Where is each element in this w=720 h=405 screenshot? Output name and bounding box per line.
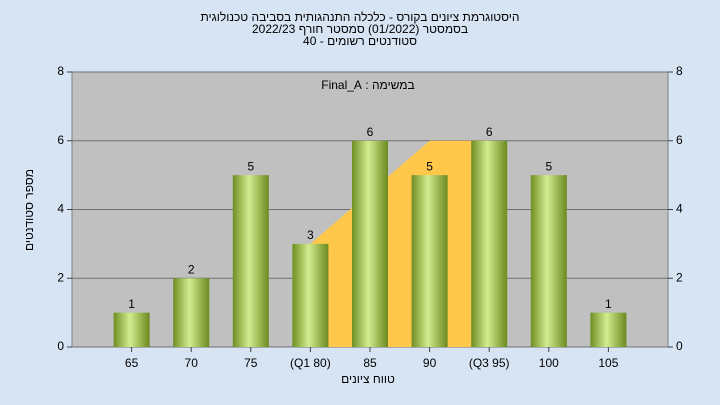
y-tick-label: 4: [57, 202, 64, 216]
bar: [173, 278, 210, 347]
x-tick-label: (Q3 95): [469, 356, 510, 370]
x-tick-label: 100: [539, 356, 559, 370]
bar: [232, 175, 269, 347]
value-label: 1: [605, 297, 612, 311]
y-tick-label: 6: [57, 133, 64, 147]
annotation: במשימה : Final_A: [321, 78, 414, 92]
y-tick-label: 2: [57, 270, 64, 284]
chart-subtitle: בסמסטר (01/2022) סמסטר חורף 2022/23: [252, 22, 468, 36]
y-tick-label: 0: [57, 339, 64, 353]
bar: [471, 140, 508, 347]
value-label: 2: [188, 262, 195, 276]
chart-title: היסטוגרמת ציונים בקורס - כלכלה התנהגותית…: [201, 10, 520, 24]
bar: [411, 175, 448, 347]
y2-tick-label: 0: [676, 339, 683, 353]
bar: [590, 312, 627, 347]
value-label: 6: [486, 125, 493, 139]
bar: [352, 140, 388, 347]
bar: [113, 312, 150, 347]
value-label: 5: [247, 159, 254, 173]
x-tick-label: 90: [423, 356, 437, 370]
x-tick-label: (Q1 80): [290, 356, 331, 370]
y2-tick-label: 2: [676, 270, 683, 284]
value-label: 6: [367, 125, 374, 139]
value-label: 5: [426, 159, 433, 173]
y2-tick-label: 6: [676, 133, 683, 147]
y2-tick-label: 4: [676, 202, 683, 216]
y2-tick-label: 8: [676, 64, 683, 78]
x-tick-label: 85: [363, 356, 377, 370]
value-label: 1: [128, 297, 135, 311]
x-axis-label: טווח ציונים: [341, 372, 395, 386]
bar: [530, 175, 567, 347]
bar: [292, 243, 329, 347]
y-tick-label: 8: [57, 64, 64, 78]
x-tick-label: 105: [598, 356, 618, 370]
x-tick-label: 75: [244, 356, 258, 370]
x-tick-label: 70: [185, 356, 199, 370]
value-label: 5: [545, 159, 552, 173]
value-label: 3: [307, 228, 314, 242]
x-tick-label: 65: [125, 356, 139, 370]
chart-subtitle: סטודנטים רשומים - 40: [303, 34, 417, 48]
y-axis-label: מספר סטודנטים: [22, 169, 36, 251]
